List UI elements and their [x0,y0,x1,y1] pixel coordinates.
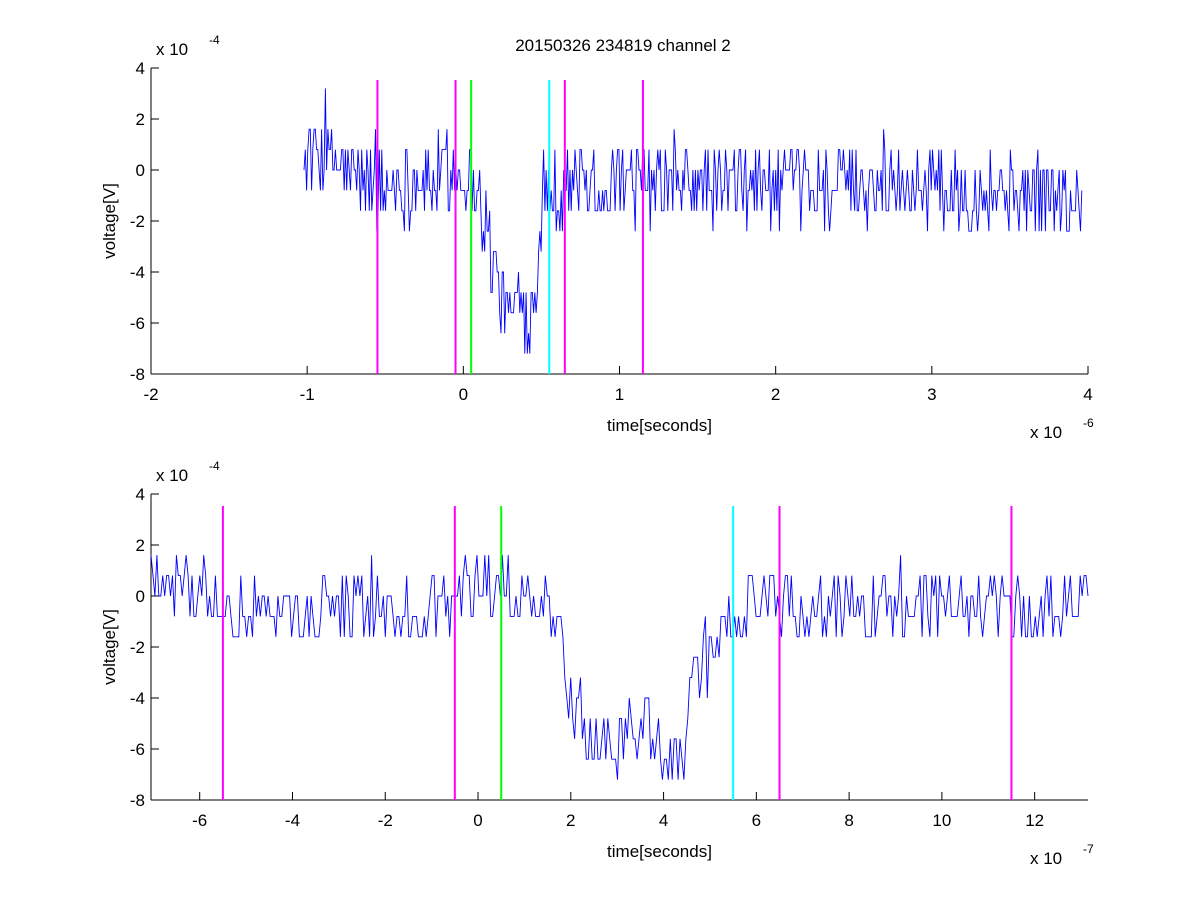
x-tick-label: -2 [378,811,393,830]
x-axis-label: time[seconds] [607,842,712,861]
y-axis-multiplier: x 10 [156,40,188,59]
y-tick-label: -8 [130,365,145,384]
x-tick-label: 0 [473,811,482,830]
y-tick-label: 0 [136,587,145,606]
y-axis-multiplier: x 10 [156,466,188,485]
bottom-plot: -6 -4 -2 0 2 4 6 8 10 12 -8 -6 -4 -2 0 2 4 time[seconds] v… [100,459,1094,868]
x-axis-multiplier: x 10 [1030,849,1062,868]
x-axis-multiplier-exponent: -7 [1083,842,1094,856]
x-tick-label: 0 [459,385,468,404]
x-tick-label: -6 [192,811,207,830]
y-tick-label: 0 [136,161,145,180]
x-tick-label: -2 [143,385,158,404]
x-tick-label: 8 [844,811,853,830]
x-axis-label: time[seconds] [607,416,712,435]
y-axis-multiplier-exponent: -4 [209,459,220,473]
x-tick-label: -4 [285,811,300,830]
y-axis-multiplier-exponent: -4 [209,33,220,47]
x-tick-label: 2 [566,811,575,830]
y-tick-label: -2 [130,212,145,231]
x-tick-label: 3 [927,385,936,404]
x-tick-label: 12 [1025,811,1044,830]
y-tick-label: -4 [130,689,145,708]
x-tick-label: 4 [1083,385,1092,404]
x-tick-label: 6 [752,811,761,830]
x-tick-label: 10 [932,811,951,830]
y-axis-label: voltage[V] [100,609,119,685]
y-tick-label: 4 [136,485,145,504]
y-tick-label: -4 [130,263,145,282]
signal-line [303,88,1083,354]
y-tick-label: -6 [130,740,145,759]
x-axis-multiplier: x 10 [1030,423,1062,442]
y-tick-label: -8 [130,791,145,810]
y-axis-label: voltage[V] [100,183,119,259]
top-plot: -2 -1 0 1 2 3 4 -8 -6 -4 -2 0 2 4 time[seconds] voltage… [100,33,1094,442]
y-tick-label: 4 [136,59,145,78]
y-tick-label: -6 [130,314,145,333]
y-tick-label: 2 [136,110,145,129]
chart-title: 20150326 234819 channel 2 [515,36,731,55]
x-tick-label: -1 [300,385,315,404]
signal-line [150,555,1089,780]
x-tick-label: 1 [615,385,624,404]
x-tick-label: 4 [659,811,668,830]
y-tick-label: -2 [130,638,145,657]
x-tick-label: 2 [771,385,780,404]
y-tick-label: 2 [136,536,145,555]
x-axis-multiplier-exponent: -6 [1083,416,1094,430]
